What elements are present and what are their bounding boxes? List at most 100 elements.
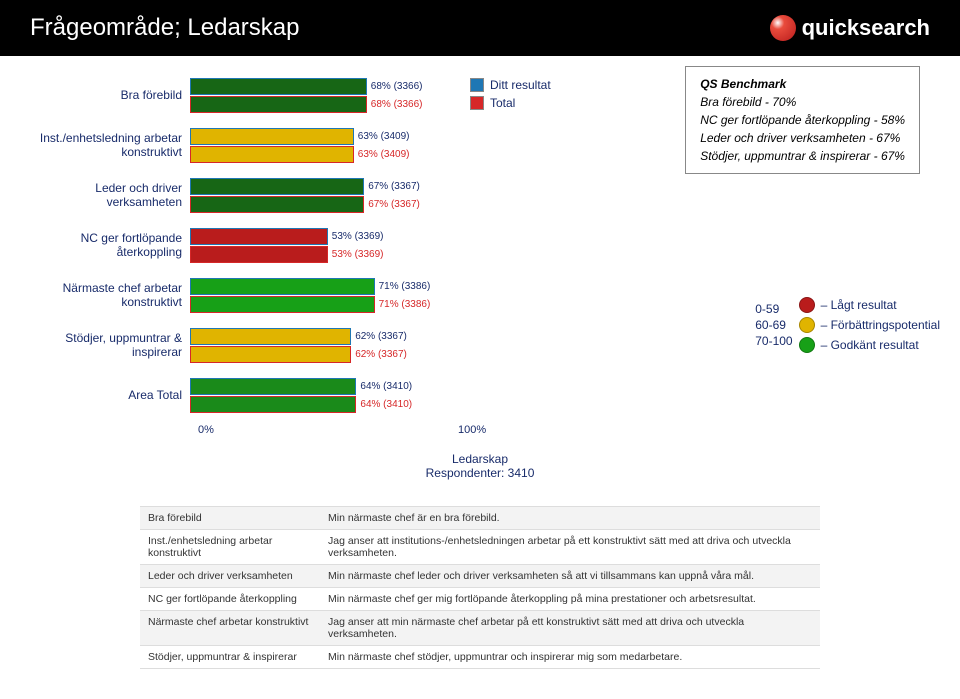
- bar-series-1: 71% (3386): [190, 278, 465, 295]
- traffic-range: 60-69: [755, 318, 792, 332]
- traffic-range: 0-59: [755, 302, 792, 316]
- logo-ball-icon: [770, 15, 796, 41]
- bar: [190, 128, 354, 145]
- table-row: Stödjer, uppmuntrar & inspirerarMin närm…: [140, 646, 820, 669]
- category-label: Bra förebild: [20, 70, 182, 120]
- bar-series-2: 67% (3367): [190, 196, 465, 213]
- bar-row: 68% (3366) 68% (3366): [190, 70, 465, 120]
- table-value: Jag anser att institutions-/enhetslednin…: [328, 535, 812, 559]
- bar: [190, 146, 354, 163]
- bar-value-label: 68% (3366): [371, 99, 423, 110]
- traffic-legend: 0-59 60-69 70-100 – Lågt resultat – Förb…: [755, 296, 940, 354]
- traffic-dot-icon: [799, 297, 815, 313]
- traffic-label: – Lågt resultat: [821, 298, 897, 312]
- traffic-range: 70-100: [755, 334, 792, 348]
- legend-swatch: [470, 96, 484, 110]
- bar-series-2: 62% (3367): [190, 346, 465, 363]
- subtitle-line2: Respondenter: 3410: [20, 466, 940, 480]
- legend-swatch: [470, 78, 484, 92]
- bar: [190, 178, 364, 195]
- brand-logo: quicksearch: [770, 15, 930, 41]
- category-label: Inst./enhetsledning arbetar konstruktivt: [20, 120, 182, 170]
- table-row: Närmaste chef arbetar konstruktivtJag an…: [140, 611, 820, 646]
- table-key: Bra förebild: [148, 512, 328, 524]
- category-label: NC ger fortlöpande återkoppling: [20, 220, 182, 270]
- table-value: Min närmaste chef är en bra förebild.: [328, 512, 812, 524]
- traffic-dot-icon: [799, 337, 815, 353]
- bar: [190, 396, 356, 413]
- axis-tick-100: 100%: [458, 424, 486, 436]
- bar: [190, 278, 375, 295]
- traffic-dot-icon: [799, 317, 815, 333]
- bar-value-label: 64% (3410): [360, 381, 412, 392]
- bar-series-1: 64% (3410): [190, 378, 465, 395]
- traffic-ranges: 0-59 60-69 70-100: [755, 302, 792, 348]
- bar-row: 63% (3409) 63% (3409): [190, 120, 465, 170]
- benchmark-line: NC ger fortlöpande återkoppling - 58%: [700, 111, 905, 129]
- bar-series-2: 63% (3409): [190, 146, 465, 163]
- header: Frågeområde; Ledarskap quicksearch: [0, 0, 960, 56]
- bar-series-2: 68% (3366): [190, 96, 465, 113]
- bar-series-1: 68% (3366): [190, 78, 465, 95]
- bar-value-label: 71% (3386): [379, 281, 431, 292]
- bar-value-label: 68% (3366): [371, 81, 423, 92]
- series-legend: Ditt resultat Total: [470, 76, 551, 112]
- bar-series-1: 53% (3369): [190, 228, 465, 245]
- table-key: NC ger fortlöpande återkoppling: [148, 593, 328, 605]
- bar-row: 67% (3367) 67% (3367): [190, 170, 465, 220]
- bar: [190, 378, 356, 395]
- table-value: Jag anser att min närmaste chef arbetar …: [328, 616, 812, 640]
- bar-value-label: 67% (3367): [368, 199, 420, 210]
- bar-value-label: 67% (3367): [368, 181, 420, 192]
- bar-value-label: 53% (3369): [332, 249, 384, 260]
- category-label: Stödjer, uppmuntrar & inspirerar: [20, 320, 182, 370]
- bar-value-label: 71% (3386): [379, 299, 431, 310]
- traffic-row: – Förbättringspotential: [799, 316, 940, 334]
- traffic-row: – Godkänt resultat: [799, 336, 940, 354]
- table-key: Närmaste chef arbetar konstruktivt: [148, 616, 328, 640]
- bar-series-2: 71% (3386): [190, 296, 465, 313]
- table-row: Bra förebildMin närmaste chef är en bra …: [140, 507, 820, 530]
- table-row: Inst./enhetsledning arbetar konstruktivt…: [140, 530, 820, 565]
- bar: [190, 228, 328, 245]
- bar: [190, 328, 351, 345]
- category-labels: Bra förebildInst./enhetsledning arbetar …: [20, 70, 190, 420]
- bar-value-label: 53% (3369): [332, 231, 384, 242]
- x-axis: 0% 100%: [198, 424, 473, 446]
- table-value: Min närmaste chef leder och driver verks…: [328, 570, 812, 582]
- bar: [190, 346, 351, 363]
- bar-value-label: 63% (3409): [358, 131, 410, 142]
- bar: [190, 296, 375, 313]
- traffic-dots: – Lågt resultat – Förbättringspotential …: [799, 296, 940, 354]
- table-key: Inst./enhetsledning arbetar konstruktivt: [148, 535, 328, 559]
- bar: [190, 196, 364, 213]
- table-key: Stödjer, uppmuntrar & inspirerar: [148, 651, 328, 663]
- table-key: Leder och driver verksamheten: [148, 570, 328, 582]
- bar-row: 62% (3367) 62% (3367): [190, 320, 465, 370]
- bar-value-label: 62% (3367): [355, 331, 407, 342]
- benchmark-title: QS Benchmark: [700, 75, 905, 93]
- legend-item: Ditt resultat: [470, 76, 551, 94]
- legend-item: Total: [470, 94, 551, 112]
- bar: [190, 96, 367, 113]
- brand-text: quicksearch: [802, 15, 930, 41]
- category-label: Närmaste chef arbetar konstruktivt: [20, 270, 182, 320]
- traffic-label: – Godkänt resultat: [821, 338, 919, 352]
- benchmark-line: Stödjer, uppmuntrar & inspirerar - 67%: [700, 147, 905, 165]
- page-title: Frågeområde; Ledarskap: [30, 14, 299, 42]
- bar-series-1: 63% (3409): [190, 128, 465, 145]
- bar-series-1: 67% (3367): [190, 178, 465, 195]
- table-value: Min närmaste chef stödjer, uppmuntrar oc…: [328, 651, 812, 663]
- traffic-label: – Förbättringspotential: [821, 318, 940, 332]
- bar-value-label: 63% (3409): [358, 149, 410, 160]
- table-value: Min närmaste chef ger mig fortlöpande åt…: [328, 593, 812, 605]
- category-label: Area Total: [20, 370, 182, 420]
- axis-tick-0: 0%: [198, 424, 214, 436]
- legend-label: Total: [490, 96, 515, 110]
- definitions-table: Bra förebildMin närmaste chef är en bra …: [140, 506, 820, 669]
- bar-row: 64% (3410) 64% (3410): [190, 370, 465, 420]
- bar: [190, 246, 328, 263]
- bar-series-2: 64% (3410): [190, 396, 465, 413]
- bar: [190, 78, 367, 95]
- bar-row: 71% (3386) 71% (3386): [190, 270, 465, 320]
